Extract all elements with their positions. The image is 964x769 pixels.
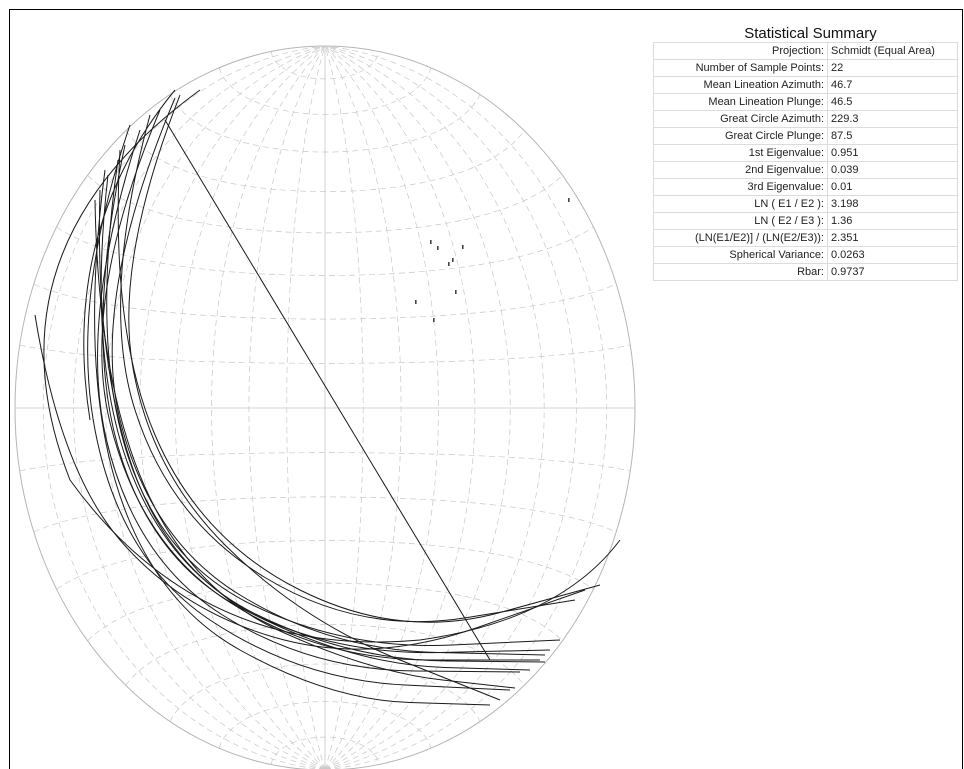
great-circle-trace — [120, 114, 576, 622]
lineation-point — [437, 246, 439, 250]
stereonet-grid — [14, 45, 636, 769]
summary-row: 3rd Eigenvalue: 0.01 — [653, 178, 958, 196]
grid-great-circle — [286, 45, 326, 769]
summary-row: Rbar: 0.9737 — [653, 263, 958, 281]
summary-value: 3.198 — [827, 195, 958, 213]
summary-label: Projection: — [653, 42, 828, 60]
summary-value: 46.5 — [827, 93, 958, 111]
summary-value: 0.01 — [827, 178, 958, 196]
lineation-point — [462, 245, 464, 249]
summary-value: 1.36 — [827, 212, 958, 230]
great-circle-trace — [87, 124, 511, 691]
summary-value: 46.7 — [827, 76, 958, 94]
grid-great-circle — [42, 45, 326, 769]
grid-small-circle — [87, 582, 563, 641]
summary-row: Spherical Variance: 0.0263 — [653, 246, 958, 264]
great-circle-trace — [102, 144, 551, 654]
great-circle-trace — [83, 89, 176, 421]
grid-small-circle — [19, 452, 631, 472]
summary-label: Great Circle Azimuth: — [653, 110, 828, 128]
summary-row: Mean Lineation Azimuth: 46.7 — [653, 76, 958, 94]
grid-great-circle — [211, 45, 326, 769]
summary-label: Great Circle Plunge: — [653, 127, 828, 145]
summary-value: 0.9737 — [827, 263, 958, 281]
summary-row: Number of Sample Points: 22 — [653, 59, 958, 77]
summary-row: Projection: Schmidt (Equal Area) — [653, 42, 958, 60]
great-circle-trace — [97, 129, 521, 673]
summary-label: LN ( E2 / E3 ): — [653, 212, 828, 230]
great-circle-trace — [34, 314, 586, 650]
lineation-point — [452, 258, 454, 262]
summary-row: Great Circle Plunge: 87.5 — [653, 127, 958, 145]
great-circle-trace — [128, 94, 501, 701]
grid-great-circle — [324, 45, 608, 769]
lineation-point — [430, 240, 432, 244]
summary-value: 0.951 — [827, 144, 958, 162]
summary-label: Mean Lineation Plunge: — [653, 93, 828, 111]
summary-row: Mean Lineation Plunge: 46.5 — [653, 93, 958, 111]
summary-label: Spherical Variance: — [653, 246, 828, 264]
grid-small-circle — [87, 175, 563, 234]
great-circle-trace — [100, 174, 546, 663]
summary-label: 1st Eigenvalue: — [653, 144, 828, 162]
great-circle-trace — [164, 119, 491, 661]
plot-frame — [9, 9, 963, 769]
summary-label: (LN(E1/E2)] / (LN(E2/E3)): — [653, 229, 828, 247]
summary-label: 2nd Eigenvalue: — [653, 161, 828, 179]
summary-row: LN ( E2 / E3 ): 1.36 — [653, 212, 958, 230]
summary-value: 22 — [827, 59, 958, 77]
great-circle-traces — [34, 89, 621, 706]
summary-row: (LN(E1/E2)] / (LN(E2/E3)): 2.351 — [653, 229, 958, 247]
summary-row: 2nd Eigenvalue: 0.039 — [653, 161, 958, 179]
summary-value: 0.039 — [827, 161, 958, 179]
summary-label: LN ( E1 / E2 ): — [653, 195, 828, 213]
summary-row: Great Circle Azimuth: 229.3 — [653, 110, 958, 128]
summary-title: Statistical Summary — [744, 25, 877, 42]
great-circle-trace — [94, 199, 516, 689]
grid-great-circle — [105, 45, 326, 769]
great-circle-trace — [43, 89, 621, 643]
great-circle-trace — [98, 189, 531, 671]
lineation-point — [568, 198, 570, 202]
summary-value: 229.3 — [827, 110, 958, 128]
great-circle-trace — [94, 169, 491, 706]
lineation-point — [415, 300, 417, 304]
summary-label: Number of Sample Points: — [653, 59, 828, 77]
summary-label: 3rd Eigenvalue: — [653, 178, 828, 196]
summary-value: 0.0263 — [827, 246, 958, 264]
great-circle-trace — [117, 149, 601, 623]
lineation-point — [433, 318, 435, 322]
grid-great-circle — [174, 45, 326, 769]
summary-value: 87.5 — [827, 127, 958, 145]
statistical-summary-panel: Statistical Summary Projection: Schmidt (… — [653, 25, 958, 281]
great-circle-trace — [111, 97, 546, 656]
summary-row: LN ( E1 / E2 ): 3.198 — [653, 195, 958, 213]
lineation-point — [448, 262, 450, 266]
great-circle-trace — [101, 109, 540, 661]
summary-row: 1st Eigenvalue: 0.951 — [653, 144, 958, 162]
lineation-point — [455, 290, 457, 294]
grid-great-circle — [324, 45, 476, 769]
grid-small-circle — [19, 344, 631, 364]
summary-value: 2.351 — [827, 229, 958, 247]
lineation-points — [415, 198, 570, 322]
great-circle-trace — [106, 159, 561, 646]
summary-label: Mean Lineation Azimuth: — [653, 76, 828, 94]
summary-value: Schmidt (Equal Area) — [827, 42, 958, 60]
summary-label: Rbar: — [653, 263, 828, 281]
summary-table: Projection: Schmidt (Equal Area) Number of… — [653, 42, 958, 281]
